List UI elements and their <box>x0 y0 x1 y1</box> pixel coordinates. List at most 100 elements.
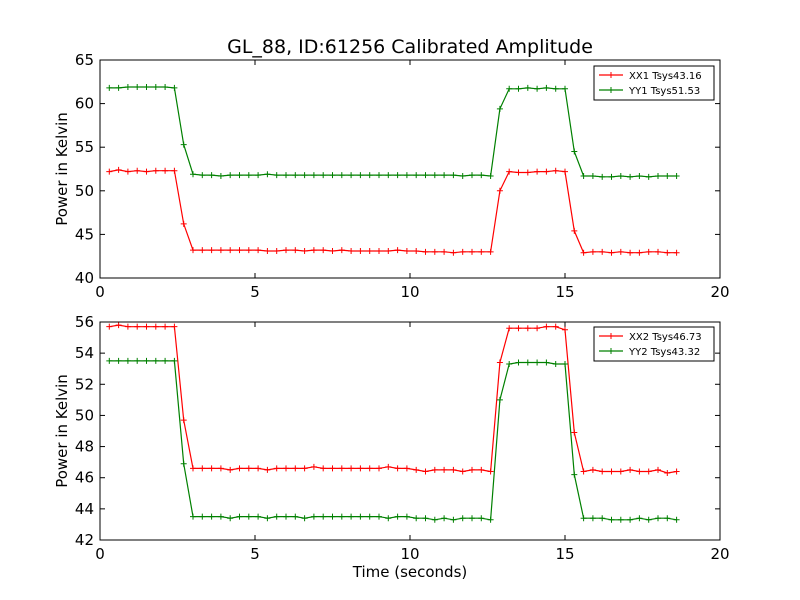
data-point-yy2 <box>376 513 382 520</box>
data-point-xx1 <box>292 247 299 254</box>
data-point-yy2 <box>617 516 624 523</box>
data-point-xx1 <box>534 168 541 175</box>
data-point-yy2 <box>348 513 355 520</box>
data-point-yy1 <box>366 172 373 179</box>
data-point-xx2 <box>106 323 113 330</box>
x-tick-label: 5 <box>250 283 260 301</box>
data-point-yy1 <box>292 172 299 179</box>
data-point-xx1 <box>524 169 531 176</box>
data-point-xx2 <box>478 466 485 473</box>
y-tick-label: 40 <box>75 269 94 287</box>
data-point-xx1 <box>115 166 122 173</box>
data-point-yy2 <box>431 516 438 523</box>
data-point-yy2 <box>106 357 113 364</box>
data-point-xx1 <box>152 167 159 174</box>
data-point-xx2 <box>403 465 410 472</box>
data-point-xx1 <box>180 220 187 227</box>
data-point-yy2 <box>199 513 206 520</box>
data-point-yy2 <box>301 515 308 522</box>
x-axis-label: Time (seconds) <box>352 563 468 581</box>
data-point-xx2 <box>134 323 141 330</box>
data-point-xx2 <box>496 359 503 366</box>
data-point-yy1 <box>171 84 178 91</box>
data-point-yy2 <box>217 513 224 520</box>
data-point-yy1 <box>599 173 606 180</box>
data-point-yy2 <box>608 516 615 523</box>
bottom-series-layer <box>106 322 680 523</box>
data-point-xx1 <box>124 168 131 175</box>
data-point-yy1 <box>469 172 475 179</box>
data-point-xx2 <box>487 468 494 475</box>
bottom-plot: 0 5 10 15 20 42 44 46 48 50 52 54 56 Power in Kelvin… <box>53 313 730 581</box>
data-point-xx1 <box>190 247 196 254</box>
data-point-xx1 <box>515 169 522 176</box>
data-point-xx1 <box>496 187 503 194</box>
data-point-xx1 <box>552 167 559 174</box>
data-point-xx1 <box>673 249 680 256</box>
data-point-yy2 <box>469 515 475 522</box>
y-tick-label: 52 <box>75 375 94 393</box>
data-point-xx2 <box>562 326 568 333</box>
y-tick-label: 45 <box>75 225 94 243</box>
data-point-yy2 <box>124 357 131 364</box>
data-point-xx1 <box>245 247 252 254</box>
data-point-xx1 <box>273 247 280 254</box>
data-point-yy2 <box>487 516 494 523</box>
data-point-yy1 <box>431 172 438 179</box>
data-point-yy1 <box>301 172 308 179</box>
data-point-yy1 <box>208 172 215 179</box>
data-point-xx2 <box>329 465 336 472</box>
data-point-yy1 <box>655 172 661 179</box>
data-point-yy2 <box>664 515 671 522</box>
data-point-xx1 <box>264 247 271 254</box>
data-point-yy2 <box>171 357 178 364</box>
data-point-xx2 <box>217 465 224 472</box>
data-point-xx2 <box>664 470 671 477</box>
data-point-yy2 <box>589 515 596 522</box>
data-point-yy1 <box>608 173 615 180</box>
top-legend: XX1 Tsys43.16 YY1 Tsys51.53 <box>593 65 715 101</box>
data-point-xx1 <box>208 247 215 254</box>
data-point-yy1 <box>180 141 187 148</box>
data-point-yy1 <box>143 84 150 91</box>
data-point-yy1 <box>496 105 503 112</box>
data-point-yy2 <box>273 513 280 520</box>
data-point-xx2 <box>645 468 652 475</box>
data-point-xx2 <box>431 466 438 473</box>
data-point-xx2 <box>115 322 122 329</box>
data-point-xx2 <box>124 323 131 330</box>
legend-marker-xx1 <box>608 72 614 78</box>
data-point-xx1 <box>617 248 624 255</box>
data-point-yy2 <box>580 515 587 522</box>
data-point-yy1 <box>264 171 271 178</box>
data-point-xx1 <box>450 249 457 256</box>
data-point-yy1 <box>487 172 494 179</box>
data-point-xx1 <box>506 168 513 175</box>
data-point-xx2 <box>422 468 429 475</box>
legend-box <box>593 65 715 101</box>
y-tick-label: 42 <box>75 531 94 549</box>
data-point-yy2 <box>143 357 150 364</box>
x-tick-label: 20 <box>710 545 729 563</box>
data-point-xx2 <box>310 463 317 470</box>
data-point-yy1 <box>394 172 401 179</box>
data-point-yy1 <box>106 84 113 91</box>
data-point-yy1 <box>627 173 634 180</box>
data-point-xx2 <box>292 465 299 472</box>
y-tick-label: 65 <box>75 51 94 69</box>
data-point-xx2 <box>608 468 615 475</box>
data-point-yy1 <box>385 172 392 179</box>
data-point-xx1 <box>599 248 606 255</box>
data-point-xx1 <box>403 247 410 254</box>
data-point-yy1 <box>310 172 317 179</box>
data-point-xx2 <box>655 466 661 473</box>
data-point-yy2 <box>496 396 503 403</box>
x-tick-label: 0 <box>95 283 105 301</box>
data-point-xx1 <box>301 247 308 254</box>
data-point-yy1 <box>124 84 131 91</box>
data-point-yy2 <box>208 513 215 520</box>
data-point-yy2 <box>320 513 327 520</box>
data-point-yy1 <box>673 172 680 179</box>
legend-marker-yy2 <box>608 348 614 354</box>
data-point-xx2 <box>227 466 234 473</box>
